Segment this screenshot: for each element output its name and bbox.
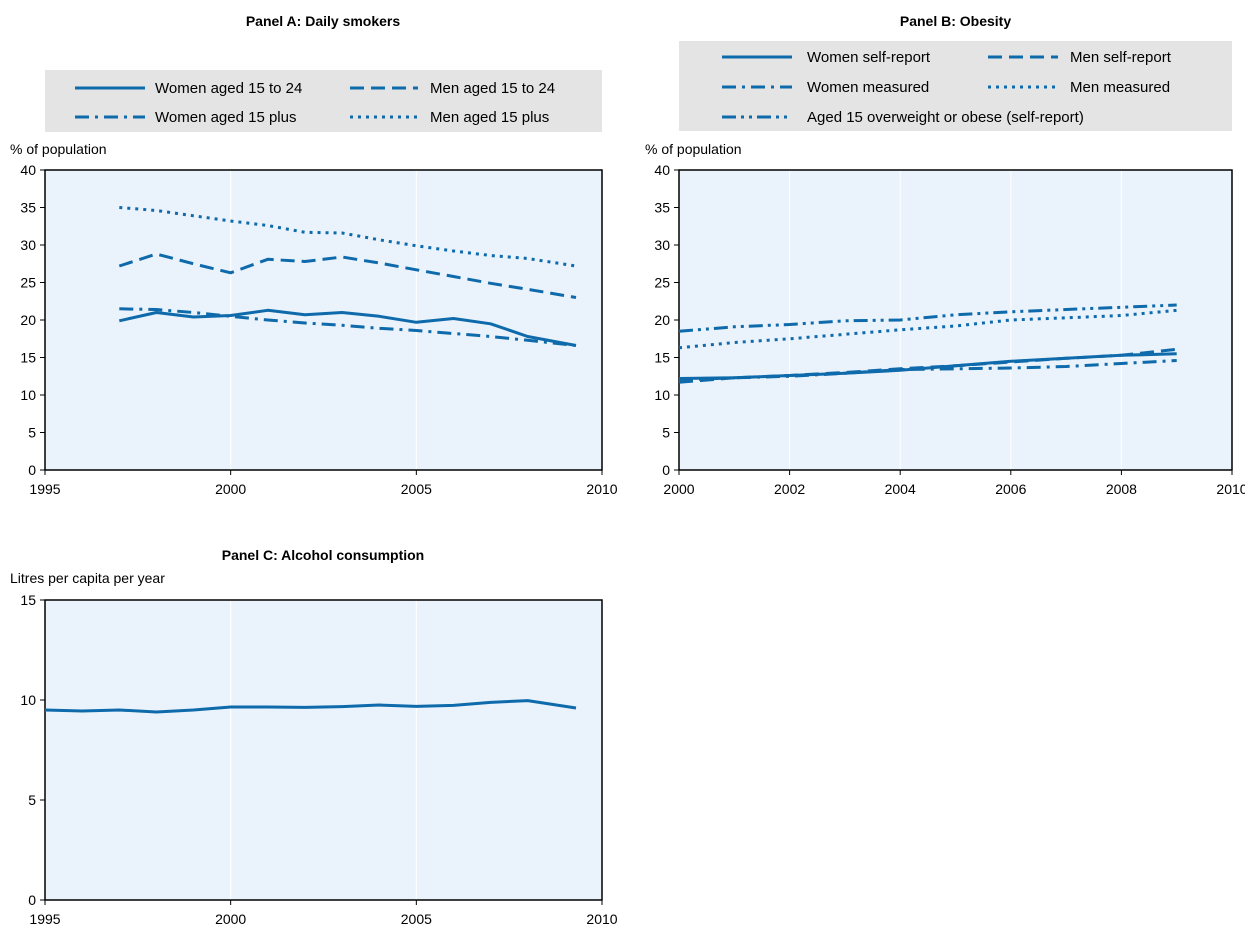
panel-a-y-tick-label: 15 — [20, 350, 36, 366]
panel-b-y-tick-label: 0 — [662, 462, 670, 478]
panel-b-y-tick-label: 15 — [654, 350, 670, 366]
panel-a-y-tick-label: 40 — [20, 162, 36, 178]
panel-a-x-tick-label: 2005 — [401, 481, 432, 497]
panel-c-x-tick-label: 2005 — [401, 911, 432, 927]
panel-b-plot-area — [679, 170, 1232, 470]
panel-a-series-line-2 — [118, 252, 577, 299]
panel-b-x-tick-label: 2008 — [1106, 481, 1137, 497]
panel-b-y-tick-label: 10 — [654, 387, 670, 403]
panel-a-y-unit: % of population — [10, 141, 107, 157]
panel-c-y-tick-label: 15 — [20, 592, 36, 608]
panel-c-title: Panel C: Alcohol consumption — [222, 547, 425, 563]
panel-a-y-tick-label: 0 — [28, 462, 36, 478]
panel-b-legend-label: Women self-report — [807, 49, 931, 66]
panel-c-plot-frame — [44, 599, 603, 901]
panel-b-series-line-3 — [678, 359, 1177, 382]
panel-a-x-tick-label: 1995 — [29, 481, 60, 497]
panel-b-y-tick-label: 35 — [654, 200, 670, 216]
panel-a-series-line-1 — [118, 308, 577, 347]
panel-c-y-tick-label: 0 — [28, 892, 36, 908]
panel-a-series-line-3 — [119, 307, 577, 347]
panel-a-title: Panel A: Daily smokers — [246, 13, 401, 29]
panel-a-y-tick-label: 5 — [28, 425, 36, 441]
panel-a-y-tick-label: 10 — [20, 387, 36, 403]
panel-b-legend-label: Men measured — [1070, 79, 1170, 96]
panel-c-x-tick-label: 2000 — [215, 911, 246, 927]
panel-b-title: Panel B: Obesity — [900, 13, 1011, 29]
panel-b-series-line-5 — [678, 303, 1177, 333]
panel-a-y-tick-label: 25 — [20, 275, 36, 291]
panel-b-x-tick-label: 2004 — [885, 481, 916, 497]
panel-c-y-unit: Litres per capita per year — [10, 570, 165, 586]
panel-b-y-tick-label: 20 — [654, 312, 670, 328]
panel-b-x-tick-label: 2010 — [1216, 481, 1245, 497]
panel-a-legend-label: Women aged 15 to 24 — [155, 80, 302, 97]
panel-b-y-tick-label: 40 — [654, 162, 670, 178]
panel-c-x-tick-label: 2010 — [586, 911, 617, 927]
panel-b-y-unit: % of population — [645, 141, 742, 157]
panel-a-x-tick-label: 2010 — [586, 481, 617, 497]
panel-b-y-tick-label: 30 — [654, 237, 670, 253]
panel-c-y-tick-label: 10 — [20, 692, 36, 708]
panel-a-legend-label: Men aged 15 plus — [430, 109, 549, 126]
panel-c-series-line-1 — [44, 699, 577, 714]
panel-a-legend-label: Women aged 15 plus — [155, 109, 296, 126]
panel-c-y-tick-label: 5 — [28, 792, 36, 808]
panel-b-x-tick-label: 2006 — [995, 481, 1026, 497]
panel-a-legend-box — [45, 70, 602, 132]
panel-b-series-line-1 — [678, 352, 1177, 380]
panel-a-y-tick-label: 20 — [20, 312, 36, 328]
panel-a-y-tick-label: 30 — [20, 237, 36, 253]
panel-c-x-tick-label: 1995 — [29, 911, 60, 927]
panel-b-legend-label: Aged 15 overweight or obese (self-report… — [807, 109, 1084, 126]
panel-a-series-line-4 — [119, 206, 577, 268]
panel-a-x-tick-label: 2000 — [215, 481, 246, 497]
panel-b-legend-label: Men self-report — [1070, 49, 1172, 66]
panel-b-x-tick-label: 2000 — [663, 481, 694, 497]
panel-b-y-tick-label: 25 — [654, 275, 670, 291]
panel-b-x-tick-label: 2002 — [774, 481, 805, 497]
panel-c-plot-area — [45, 600, 602, 900]
panel-b-legend-label: Women measured — [807, 79, 929, 96]
panel-b-series-line-4 — [678, 308, 1177, 350]
panel-a-legend-label: Men aged 15 to 24 — [430, 80, 555, 97]
panel-a-y-tick-label: 35 — [20, 200, 36, 216]
panel-a-plot-area — [45, 170, 602, 470]
panel-b-y-tick-label: 5 — [662, 425, 670, 441]
